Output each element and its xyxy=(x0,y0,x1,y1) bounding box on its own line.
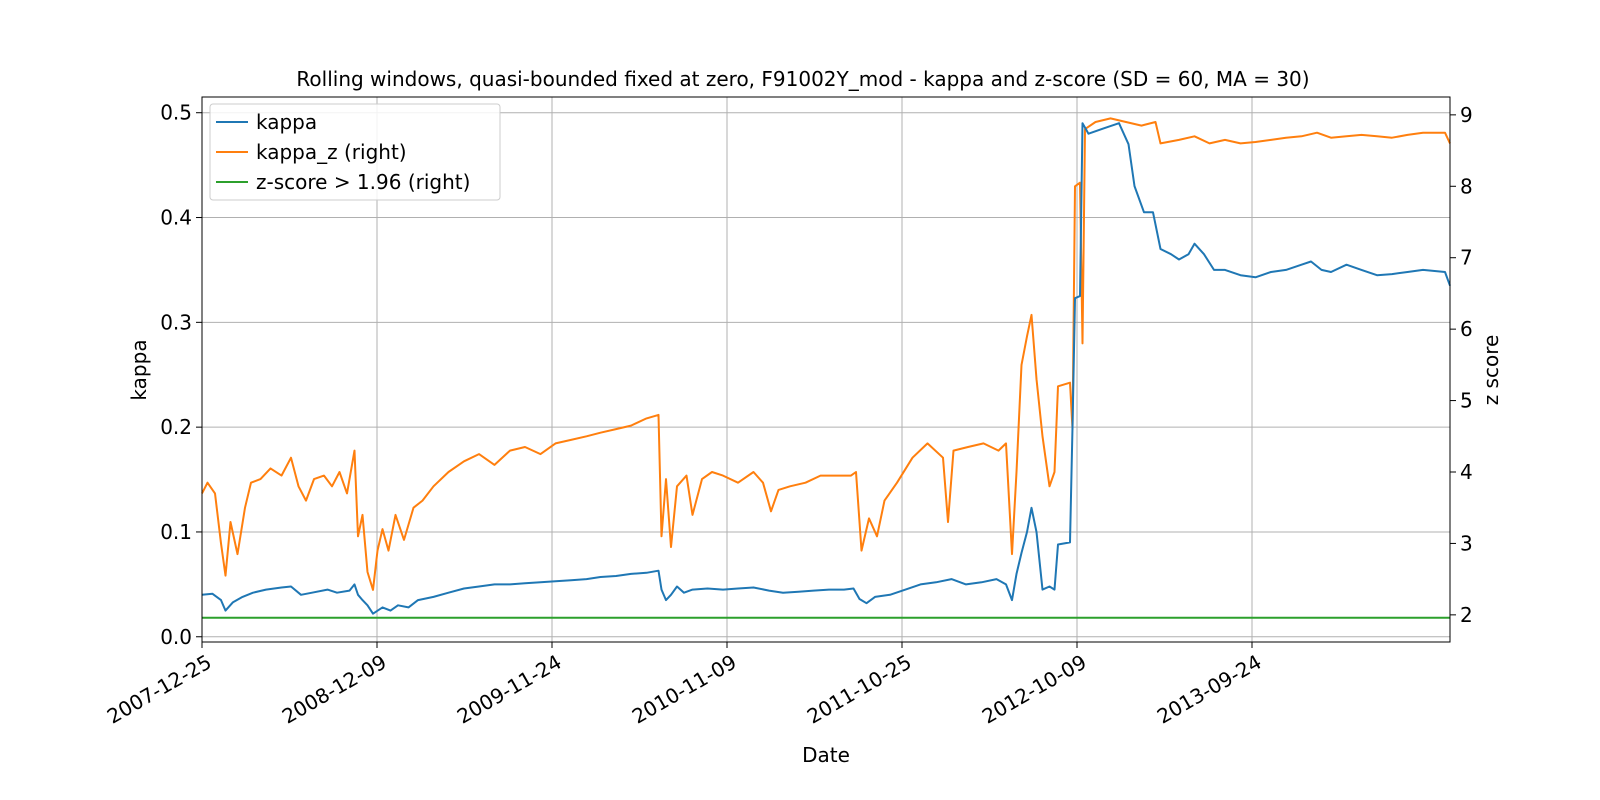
y-tick-label: 0.3 xyxy=(160,310,192,334)
y-tick-label: 0.2 xyxy=(160,415,192,439)
grid xyxy=(201,97,1450,642)
y2-tick-label: 9 xyxy=(1460,103,1473,127)
series-line-0 xyxy=(201,122,1451,615)
x-tick-label: 2009-11-24 xyxy=(453,650,566,729)
y2-tick-label: 3 xyxy=(1460,531,1473,555)
series-line-1 xyxy=(201,117,1451,591)
x-tick-label: 2010-11-09 xyxy=(628,650,741,729)
y-tick-label: 0.1 xyxy=(160,520,192,544)
y-tick-label: 0.5 xyxy=(160,101,192,125)
plot-frame xyxy=(201,96,1451,643)
y-tick-label: 0.4 xyxy=(160,206,192,230)
y-tick-label: 0.0 xyxy=(160,625,192,649)
chart-title: Rolling windows, quasi-bounded fixed at … xyxy=(296,67,1309,91)
legend-box xyxy=(209,103,501,201)
legend-label: kappa xyxy=(256,110,317,134)
x-tick-label: 2012-10-09 xyxy=(978,650,1091,729)
y2-tick-label: 6 xyxy=(1460,317,1473,341)
y2-tick-label: 5 xyxy=(1460,389,1473,413)
legend: kappa kappa_z (right) z-score > 1.96 (righ… xyxy=(209,103,501,201)
y2-tick-label: 4 xyxy=(1460,460,1473,484)
legend-label: kappa_z (right) xyxy=(256,140,407,164)
x-tick-label: 2008-12-09 xyxy=(278,650,391,729)
legend-label: z-score > 1.96 (right) xyxy=(256,170,470,194)
y2-axis-title: z score xyxy=(1479,335,1503,406)
y2-tick-label: 2 xyxy=(1460,603,1473,627)
x-tick-label: 2011-10-25 xyxy=(803,650,916,729)
x-tick-label: 2013-09-24 xyxy=(1153,650,1266,729)
left-axis: 0.0 0.1 0.2 0.3 0.4 0.5 xyxy=(160,101,202,649)
y2-tick-label: 7 xyxy=(1460,246,1473,270)
x-axis-title: Date xyxy=(802,743,850,767)
series-layer xyxy=(201,117,1451,619)
x-axis: 2007-12-25 2008-12-09 2009-11-24 2010-11-09… xyxy=(103,642,1266,729)
y2-tick-label: 8 xyxy=(1460,174,1473,198)
right-axis: 2 3 4 5 6 7 8 9 xyxy=(1450,103,1473,627)
y-axis-title: kappa xyxy=(127,339,151,400)
x-tick-label: 2007-12-25 xyxy=(103,650,216,729)
